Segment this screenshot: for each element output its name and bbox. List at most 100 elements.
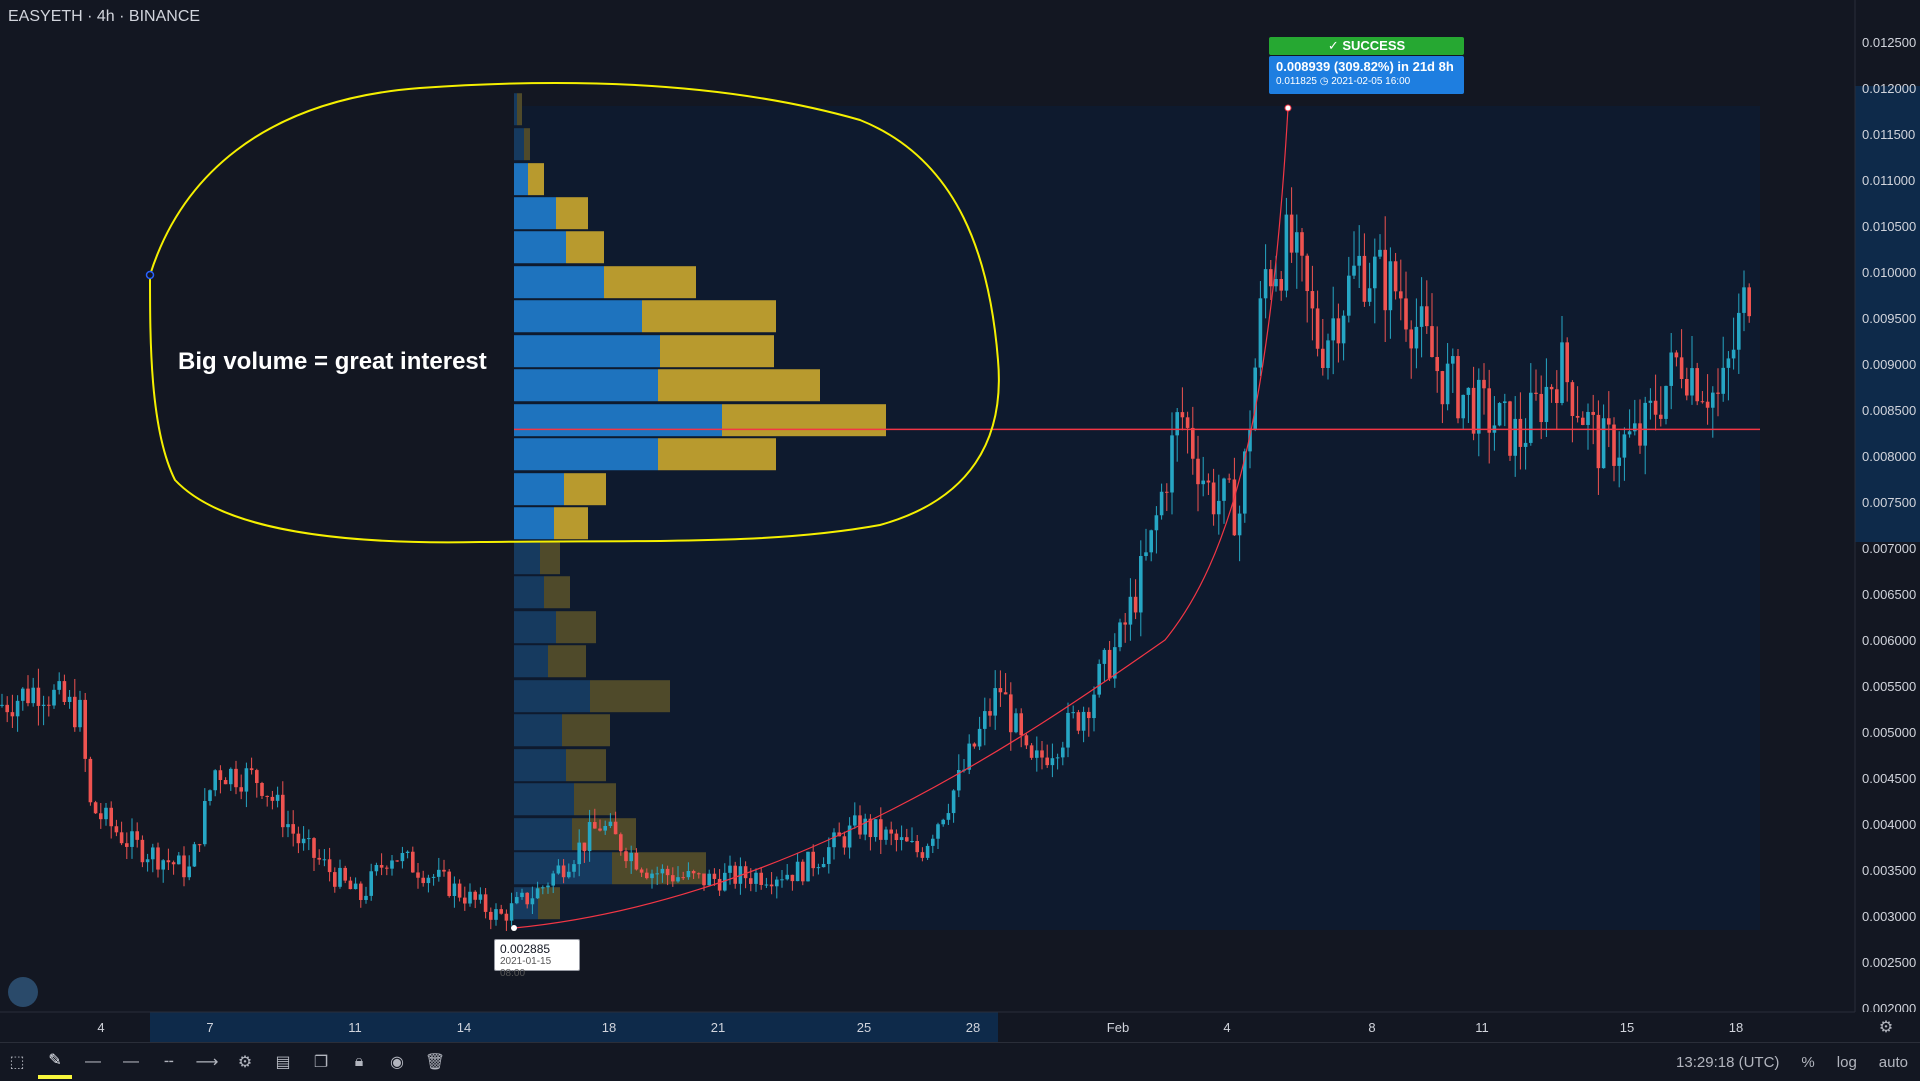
volume-profile-up-bar <box>514 404 722 437</box>
eye-icon[interactable]: ◉ <box>390 1054 404 1071</box>
candle-body <box>920 852 925 858</box>
lock-icon[interactable]: 🔒︎ <box>354 1053 364 1070</box>
candle-body <box>728 865 732 873</box>
auto-toggle[interactable]: auto <box>1878 1053 1908 1071</box>
annotation-ellipse[interactable] <box>148 81 1000 544</box>
candle-body <box>1529 392 1533 443</box>
candle-body <box>1731 349 1736 359</box>
candle-body <box>197 844 202 846</box>
candle-body <box>1669 352 1673 386</box>
trash-icon[interactable]: 🗑︎ <box>424 1054 446 1071</box>
candle-body <box>645 872 649 879</box>
candle-body <box>452 883 457 897</box>
candle-body <box>551 873 555 886</box>
pencil-icon[interactable]: ✎ <box>38 1045 72 1079</box>
candle-body <box>1633 423 1637 432</box>
candle-body <box>1227 478 1231 480</box>
candle-body <box>1232 479 1237 536</box>
candle-body <box>619 834 623 852</box>
candle-body <box>1352 265 1356 276</box>
candle-body <box>125 843 129 847</box>
candle-body <box>504 913 509 921</box>
candle-body <box>1679 357 1684 380</box>
template-icon[interactable]: ❐ <box>313 1054 329 1071</box>
candle-body <box>385 867 389 869</box>
time-tick-label: 25 <box>857 1020 871 1035</box>
candle-body <box>1310 291 1315 309</box>
low-price-text: 0.002885 <box>500 942 551 956</box>
candle-body <box>567 871 571 878</box>
annotation-text[interactable]: Big volume = great interest <box>178 348 487 375</box>
line-dash-icon[interactable]: ╌ <box>164 1054 174 1071</box>
candle-body <box>775 879 779 887</box>
time-tick-label: 21 <box>711 1020 725 1035</box>
candle-body <box>1742 287 1746 313</box>
volume-profile-up-bar <box>514 542 540 575</box>
candle-body <box>145 859 150 863</box>
line-style-icon[interactable]: — <box>85 1053 101 1070</box>
candle-body <box>265 795 269 797</box>
candle-body <box>1102 649 1107 664</box>
tradingview-logo-icon[interactable] <box>8 977 38 1007</box>
price-tick-label: 0.011500 <box>1862 127 1915 142</box>
candle-body <box>322 859 327 861</box>
candle-body <box>733 865 737 884</box>
volume-profile-up-bar <box>514 473 564 506</box>
candle-body <box>1466 387 1471 395</box>
percent-toggle[interactable]: % <box>1801 1053 1815 1071</box>
time-tick-label: 14 <box>457 1020 471 1035</box>
candle-body <box>593 822 597 829</box>
volume-profile-up-bar <box>514 680 590 713</box>
volume-profile-down-bar <box>722 404 886 437</box>
candle-body <box>743 866 748 879</box>
candle-body <box>686 871 691 878</box>
candle-body <box>99 813 103 820</box>
low-point-marker <box>511 925 517 931</box>
price-tick-label: 0.005000 <box>1862 725 1916 740</box>
cursor-select-icon[interactable]: ⬚ <box>9 1054 25 1071</box>
volume-profile-range <box>514 106 1760 930</box>
candle-body <box>1435 357 1439 372</box>
candle-body <box>1123 622 1127 625</box>
candle-body <box>1373 256 1377 289</box>
line-width-icon[interactable]: — <box>123 1053 139 1070</box>
candle-body <box>811 851 815 869</box>
candle-body <box>764 884 769 886</box>
candle-body <box>1534 392 1538 394</box>
price-tick-label: 0.010000 <box>1862 265 1916 280</box>
candle-body <box>879 819 883 840</box>
candle-body <box>239 787 243 792</box>
candle-body <box>10 712 15 717</box>
candle-body <box>213 770 217 791</box>
log-toggle[interactable]: log <box>1836 1053 1857 1071</box>
arrow-line-icon[interactable]: ⟶ <box>195 1054 219 1071</box>
candle-body <box>1716 392 1720 394</box>
candle-body <box>780 879 784 881</box>
candle-body <box>556 865 561 874</box>
price-tick-label: 0.004500 <box>1862 771 1916 786</box>
settings-gear-icon[interactable]: ⚙ <box>1879 1019 1893 1036</box>
fill-icon[interactable]: ▤ <box>275 1054 291 1071</box>
candle-body <box>41 704 46 706</box>
candle-body <box>1367 288 1372 302</box>
candle-body <box>1570 382 1575 416</box>
price-tick-label: 0.007000 <box>1862 541 1916 556</box>
candle-body <box>73 696 77 728</box>
time-tick-label: 15 <box>1620 1020 1634 1035</box>
volume-profile-down-bar <box>590 680 670 713</box>
candle-body <box>1118 622 1122 648</box>
candle-body <box>1513 418 1517 456</box>
candle-body <box>717 878 722 891</box>
candle-body <box>203 800 207 845</box>
candle-body <box>1477 379 1481 434</box>
candle-body <box>1139 556 1143 613</box>
candle-body <box>1321 348 1325 368</box>
ellipse-handle[interactable] <box>145 270 155 280</box>
candle-body <box>468 891 472 904</box>
candle-body <box>1695 368 1699 402</box>
drawing-toolbar: ⬚ ✎ — — ╌ ⟶ ⚙ ▤ ❐ 🔒︎ ◉ 🗑︎ 13:29:18 (UTC)… <box>0 1042 1920 1081</box>
candle-body <box>1180 412 1185 418</box>
gear-icon[interactable]: ⚙ <box>237 1054 253 1071</box>
candle-body <box>307 838 311 840</box>
